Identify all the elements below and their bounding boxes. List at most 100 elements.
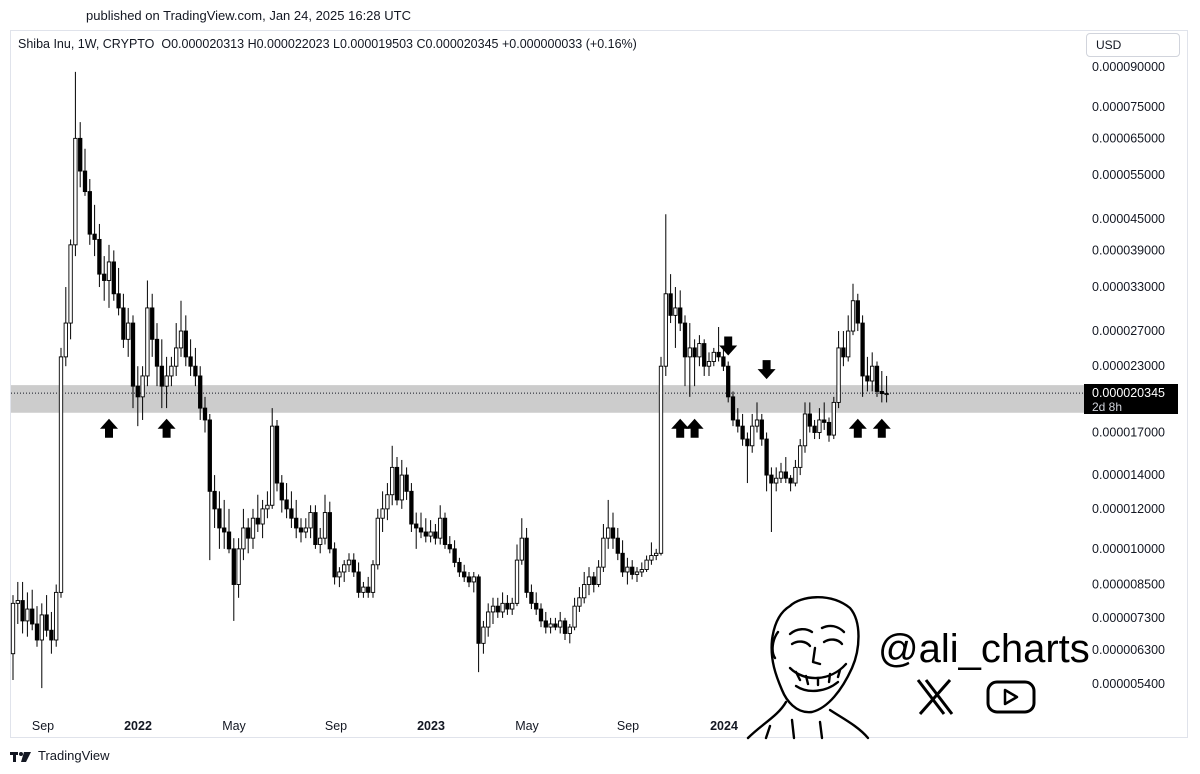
candle[interactable] — [601, 524, 606, 572]
candle[interactable] — [25, 592, 30, 637]
candle[interactable] — [572, 597, 577, 631]
candle[interactable] — [490, 597, 496, 624]
candle[interactable] — [150, 293, 155, 357]
candle[interactable] — [49, 611, 54, 654]
candle[interactable] — [586, 567, 592, 596]
candle[interactable] — [212, 475, 217, 528]
candle[interactable] — [174, 323, 179, 376]
candle[interactable] — [423, 518, 428, 543]
candle[interactable] — [54, 584, 59, 647]
candle[interactable] — [342, 560, 347, 582]
candle[interactable] — [327, 501, 332, 554]
candle[interactable] — [207, 413, 212, 561]
candle[interactable] — [692, 339, 697, 387]
candle[interactable] — [145, 280, 150, 387]
candle[interactable] — [783, 457, 788, 484]
candle[interactable] — [654, 548, 659, 561]
candle[interactable] — [404, 467, 409, 500]
candle[interactable] — [102, 256, 107, 301]
candle[interactable] — [433, 524, 438, 545]
candle[interactable] — [222, 499, 227, 549]
candle[interactable] — [255, 494, 260, 532]
candle[interactable] — [836, 331, 841, 409]
candle[interactable] — [361, 581, 366, 598]
candle[interactable] — [260, 499, 265, 539]
candle[interactable] — [106, 244, 112, 308]
candle[interactable] — [764, 432, 769, 492]
candle[interactable] — [687, 323, 692, 397]
time-axis[interactable]: Sep 2022 May Sep 2023 May Sep 2024 — [32, 719, 738, 733]
candle[interactable] — [870, 352, 875, 392]
candle[interactable] — [769, 467, 774, 532]
candle[interactable] — [716, 327, 721, 362]
candle[interactable] — [735, 408, 740, 433]
candle[interactable] — [298, 518, 304, 543]
candle[interactable] — [644, 555, 649, 572]
candle[interactable] — [682, 315, 688, 387]
candle[interactable] — [447, 536, 452, 554]
candle[interactable] — [860, 315, 865, 397]
candle[interactable] — [385, 483, 390, 521]
candle[interactable] — [313, 505, 318, 549]
candle[interactable] — [68, 239, 73, 340]
candle[interactable] — [34, 606, 40, 647]
candle[interactable] — [390, 445, 395, 506]
candle[interactable] — [332, 542, 337, 585]
candle[interactable] — [874, 361, 880, 397]
candle[interactable] — [140, 366, 145, 420]
candle[interactable] — [745, 432, 750, 484]
candle[interactable] — [452, 540, 457, 568]
candle[interactable] — [678, 290, 683, 332]
candle[interactable] — [697, 335, 702, 367]
candle[interactable] — [774, 467, 779, 492]
candle[interactable] — [44, 595, 49, 637]
candle[interactable] — [841, 331, 846, 367]
candle[interactable] — [92, 204, 97, 257]
candle[interactable] — [481, 620, 486, 654]
candle[interactable] — [399, 459, 404, 509]
candle[interactable] — [58, 347, 64, 598]
candle[interactable] — [615, 527, 620, 561]
candle[interactable] — [726, 361, 731, 403]
candle[interactable] — [284, 483, 289, 519]
candle[interactable] — [356, 562, 361, 598]
candle[interactable] — [596, 560, 601, 588]
candle[interactable] — [630, 560, 635, 580]
candle[interactable] — [202, 396, 208, 433]
candle[interactable] — [817, 408, 822, 440]
candle[interactable] — [154, 323, 160, 387]
candle[interactable] — [116, 267, 121, 316]
candle[interactable] — [778, 462, 784, 484]
candle[interactable] — [663, 214, 668, 376]
candle[interactable] — [788, 475, 793, 492]
candle[interactable] — [812, 419, 817, 440]
candle[interactable] — [375, 508, 380, 570]
candle[interactable] — [826, 417, 832, 442]
candle[interactable] — [126, 307, 131, 357]
candle[interactable] — [346, 553, 352, 572]
candle[interactable] — [711, 347, 716, 367]
candle[interactable] — [634, 567, 640, 582]
candle[interactable] — [505, 595, 510, 615]
candle[interactable] — [673, 287, 678, 348]
candle[interactable] — [193, 347, 198, 387]
candle[interactable] — [495, 597, 500, 618]
candle[interactable] — [82, 148, 88, 196]
candle[interactable] — [822, 402, 827, 430]
candle[interactable] — [754, 402, 760, 433]
candle[interactable] — [577, 587, 582, 612]
candle[interactable] — [438, 505, 443, 545]
candle[interactable] — [846, 315, 851, 362]
candle[interactable] — [730, 391, 736, 427]
candle[interactable] — [807, 402, 812, 433]
price-axis[interactable]: 0.000090000 0.000075000 0.000065000 0.00005… — [1092, 60, 1165, 691]
candle[interactable] — [322, 494, 328, 545]
candle[interactable] — [73, 71, 78, 257]
candle[interactable] — [270, 408, 275, 509]
candle[interactable] — [466, 571, 472, 588]
candle[interactable] — [15, 581, 20, 624]
candle[interactable] — [457, 557, 462, 577]
candle[interactable] — [639, 562, 644, 577]
candle[interactable] — [610, 512, 616, 549]
